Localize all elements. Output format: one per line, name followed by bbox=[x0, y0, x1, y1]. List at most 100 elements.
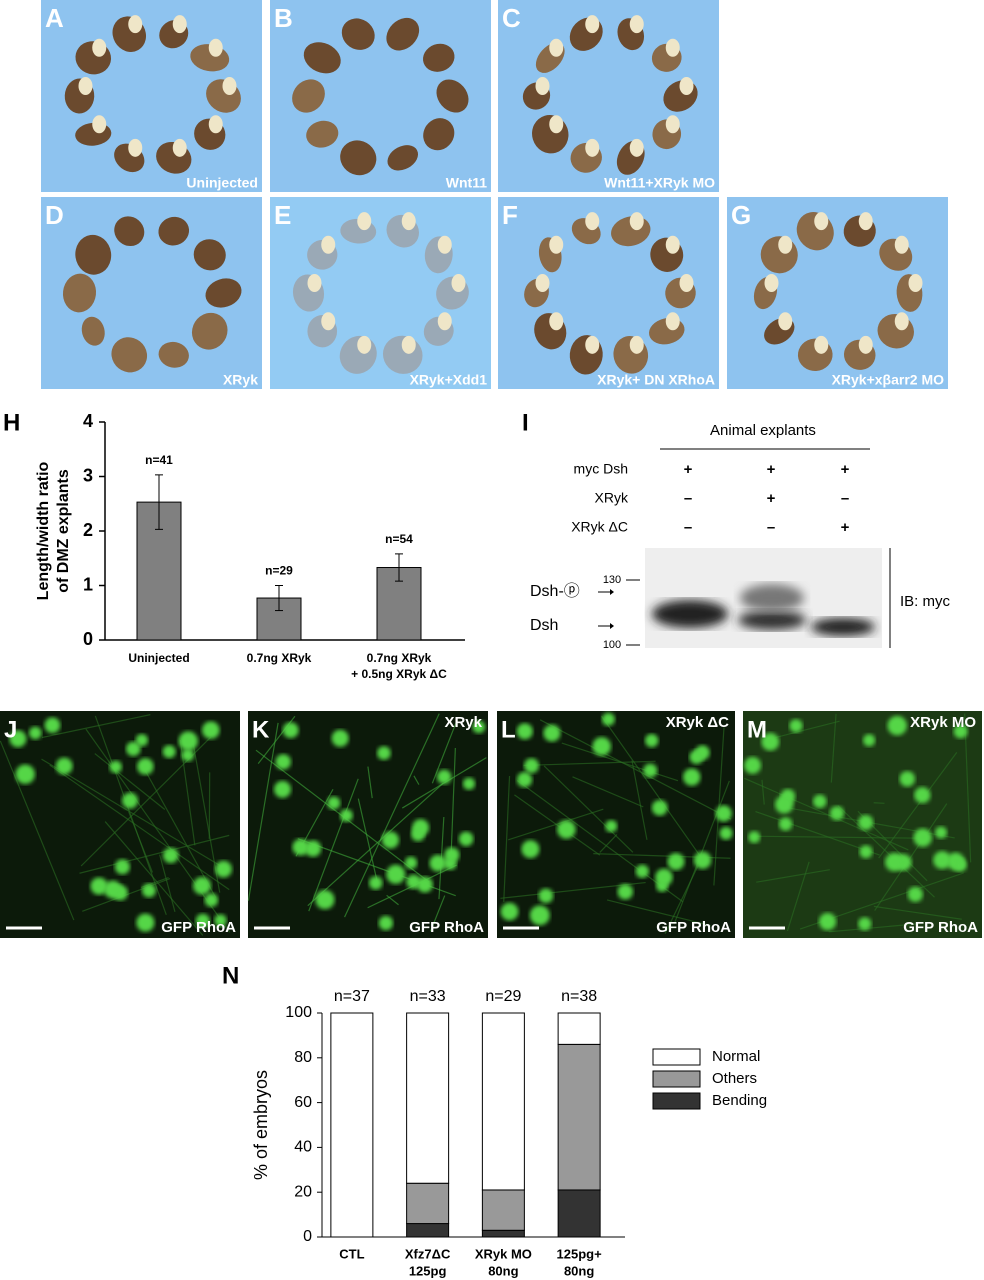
membrane bbox=[308, 778, 359, 912]
explant-tip bbox=[437, 312, 452, 331]
nucleus bbox=[412, 819, 430, 837]
y-tick-label: 0 bbox=[303, 1228, 312, 1245]
bar-segment bbox=[330, 1012, 374, 1238]
explant-panel: C Wnt11+XRyk MO bbox=[498, 0, 719, 192]
explant-tip bbox=[357, 335, 372, 354]
nucleus bbox=[429, 854, 447, 872]
nucleus bbox=[858, 917, 872, 931]
nucleus bbox=[521, 840, 540, 859]
microscopy-panel: J GFP RhoA bbox=[0, 711, 240, 938]
membrane bbox=[159, 854, 176, 912]
explant-panel: F XRyk+ DN XRhoA bbox=[498, 197, 719, 389]
explant-tip bbox=[908, 274, 923, 292]
sign: + bbox=[767, 461, 776, 478]
bar-segment bbox=[481, 1189, 525, 1231]
explant-tip bbox=[858, 212, 873, 231]
blot-band bbox=[652, 600, 728, 628]
membrane bbox=[755, 810, 880, 856]
nucleus bbox=[404, 856, 418, 870]
explant-tip bbox=[858, 335, 873, 354]
marker-label: 100 bbox=[603, 639, 621, 651]
nucleus bbox=[899, 771, 916, 787]
explant-tip bbox=[549, 38, 564, 57]
explant bbox=[422, 43, 455, 72]
panel-letter: I bbox=[522, 409, 529, 436]
explant bbox=[386, 17, 420, 51]
nucleus bbox=[304, 840, 322, 857]
nucleus bbox=[859, 845, 873, 859]
explant-tip bbox=[679, 77, 694, 95]
explant-panel: A Uninjected bbox=[41, 0, 262, 192]
membrane bbox=[606, 899, 711, 927]
antibody-label: IB: myc bbox=[900, 593, 951, 610]
explant-tip bbox=[321, 312, 336, 331]
membrane bbox=[873, 905, 962, 920]
nucleus bbox=[719, 826, 733, 840]
panel-letter: C bbox=[502, 3, 521, 33]
explant bbox=[387, 145, 419, 171]
nucleus bbox=[643, 763, 658, 778]
nucleus bbox=[369, 876, 383, 890]
x-tick-label: 80ng bbox=[488, 1263, 518, 1278]
legend-swatch bbox=[652, 1092, 701, 1110]
explant bbox=[423, 118, 455, 151]
nucleus bbox=[315, 890, 335, 910]
sign: – bbox=[684, 490, 692, 507]
explant-tip bbox=[629, 138, 644, 157]
panel-letter: H bbox=[3, 409, 20, 436]
membrane bbox=[386, 894, 399, 906]
membrane bbox=[601, 715, 703, 860]
explant bbox=[62, 273, 97, 313]
nucleus bbox=[202, 721, 220, 739]
panel-letter: G bbox=[731, 200, 751, 230]
nucleus bbox=[761, 732, 780, 751]
nucleus bbox=[195, 913, 210, 928]
explant-tip bbox=[665, 235, 680, 254]
membrane bbox=[543, 765, 634, 853]
y-axis-label: % of embryos bbox=[251, 1070, 271, 1180]
membrane bbox=[367, 766, 373, 799]
y-tick-label: 2 bbox=[83, 520, 93, 540]
legend-label: Bending bbox=[712, 1092, 767, 1109]
panel-label: GFP RhoA bbox=[656, 919, 731, 936]
membrane bbox=[431, 720, 458, 784]
explant bbox=[81, 316, 105, 346]
nucleus bbox=[744, 756, 762, 774]
nucleus bbox=[162, 745, 176, 759]
explant bbox=[436, 79, 469, 113]
membrane bbox=[786, 861, 810, 932]
y-tick-label: 100 bbox=[285, 1004, 312, 1021]
panel-letter: K bbox=[252, 716, 270, 743]
y-tick-label: 0 bbox=[83, 629, 93, 649]
row-label: XRyk ΔC bbox=[571, 519, 628, 535]
explant-panel: D XRyk bbox=[41, 197, 262, 389]
band-label: Dsh-ⓟ bbox=[530, 582, 580, 600]
nucleus bbox=[885, 852, 904, 872]
nucleus bbox=[529, 905, 550, 926]
marker-label: 130 bbox=[603, 574, 621, 586]
arrow-head bbox=[610, 589, 614, 595]
x-tick-label: 80ng bbox=[564, 1263, 594, 1278]
nucleus bbox=[377, 746, 391, 760]
micro-background bbox=[0, 711, 240, 938]
nucleus bbox=[137, 758, 154, 775]
nucleus bbox=[90, 877, 108, 895]
explant bbox=[158, 341, 189, 368]
row-label: XRyk bbox=[595, 490, 629, 506]
sign: + bbox=[767, 490, 776, 507]
panel-letter: B bbox=[274, 3, 293, 33]
nucleus bbox=[214, 914, 227, 927]
panel-label: XRyk+ DN XRhoA bbox=[597, 372, 715, 388]
membrane bbox=[837, 805, 935, 898]
nucleus bbox=[516, 772, 533, 788]
nucleus bbox=[181, 748, 195, 762]
membrane bbox=[751, 835, 925, 839]
explant-tip bbox=[549, 115, 564, 134]
nucleus bbox=[292, 838, 310, 856]
nucleus bbox=[635, 864, 649, 878]
arrow-head bbox=[610, 623, 614, 629]
explant-tip bbox=[321, 235, 336, 254]
explant bbox=[306, 120, 339, 148]
y-tick-label: 40 bbox=[294, 1139, 312, 1156]
nucleus bbox=[813, 794, 827, 809]
